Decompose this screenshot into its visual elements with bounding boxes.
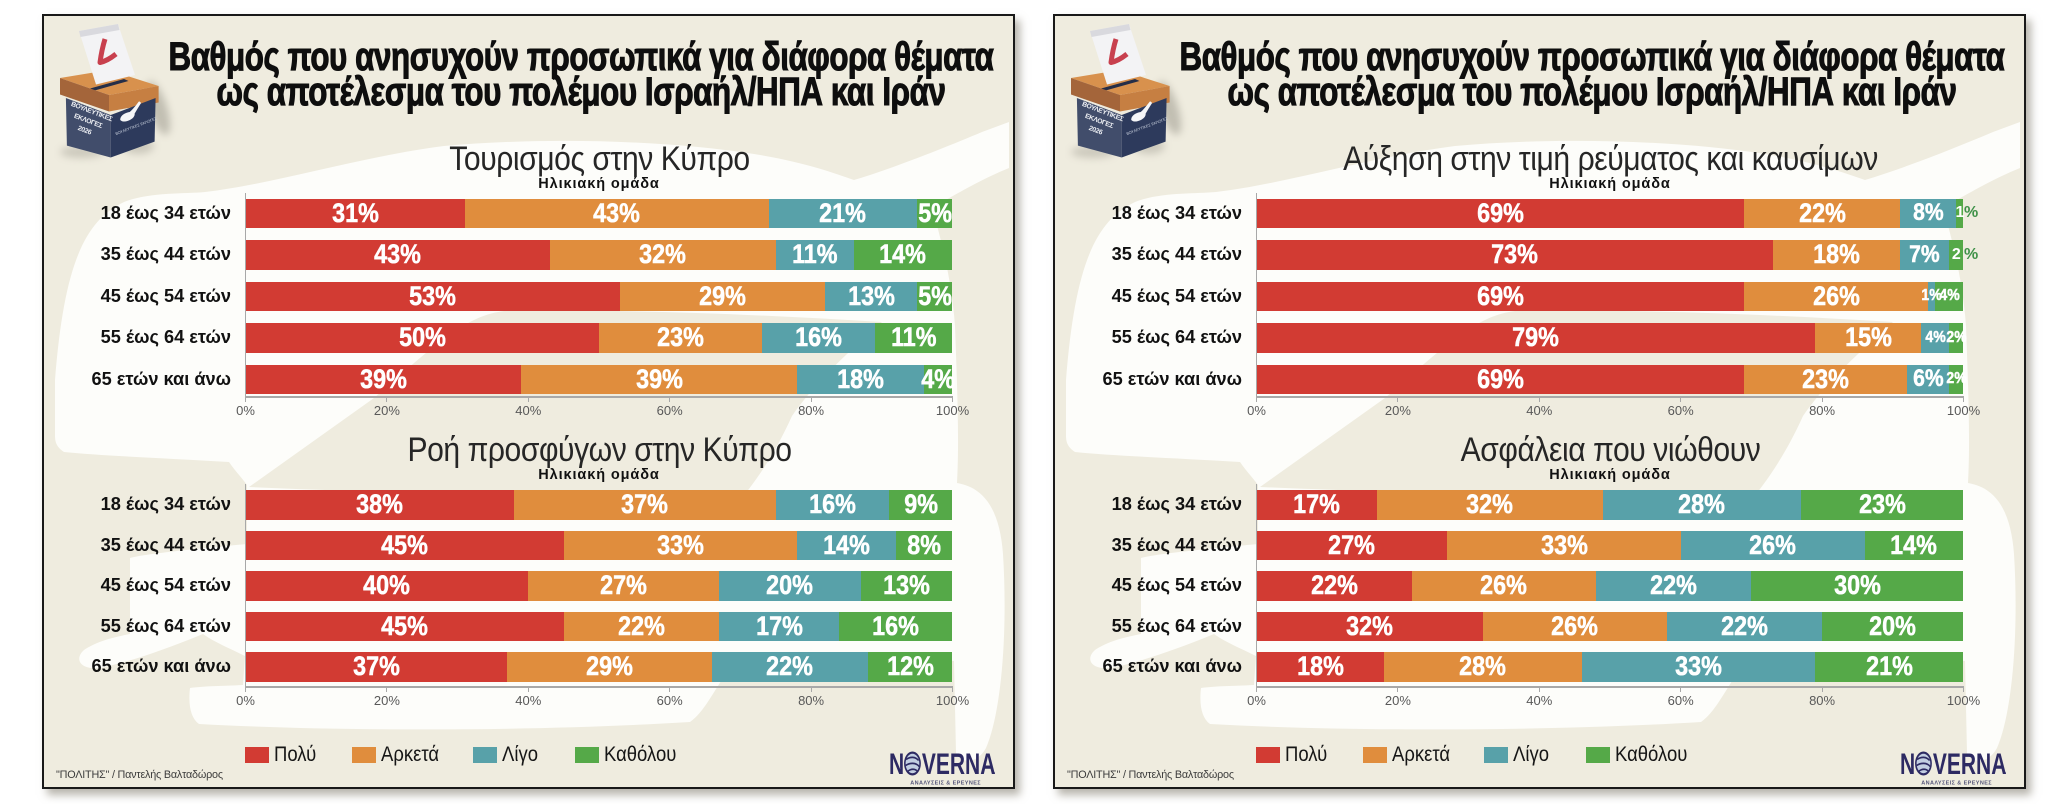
svg-text:ΑΝΑΛΥΣΕΙΣ & ΕΡΕΥΝΕΣ: ΑΝΑΛΥΣΕΙΣ & ΕΡΕΥΝΕΣ — [910, 781, 981, 787]
svg-text:2026: 2026 — [1088, 125, 1104, 137]
svg-text:N: N — [889, 749, 904, 781]
svg-text:VERNA: VERNA — [1933, 749, 2006, 781]
svg-text:VERNA: VERNA — [922, 749, 995, 781]
svg-text:2026: 2026 — [77, 125, 93, 137]
svg-text:ΑΝΑΛΥΣΕΙΣ & ΕΡΕΥΝΕΣ: ΑΝΑΛΥΣΕΙΣ & ΕΡΕΥΝΕΣ — [1921, 781, 1992, 787]
svg-text:.: . — [993, 765, 995, 778]
svg-text:.: . — [2004, 765, 2006, 778]
svg-text:N: N — [1900, 749, 1915, 781]
